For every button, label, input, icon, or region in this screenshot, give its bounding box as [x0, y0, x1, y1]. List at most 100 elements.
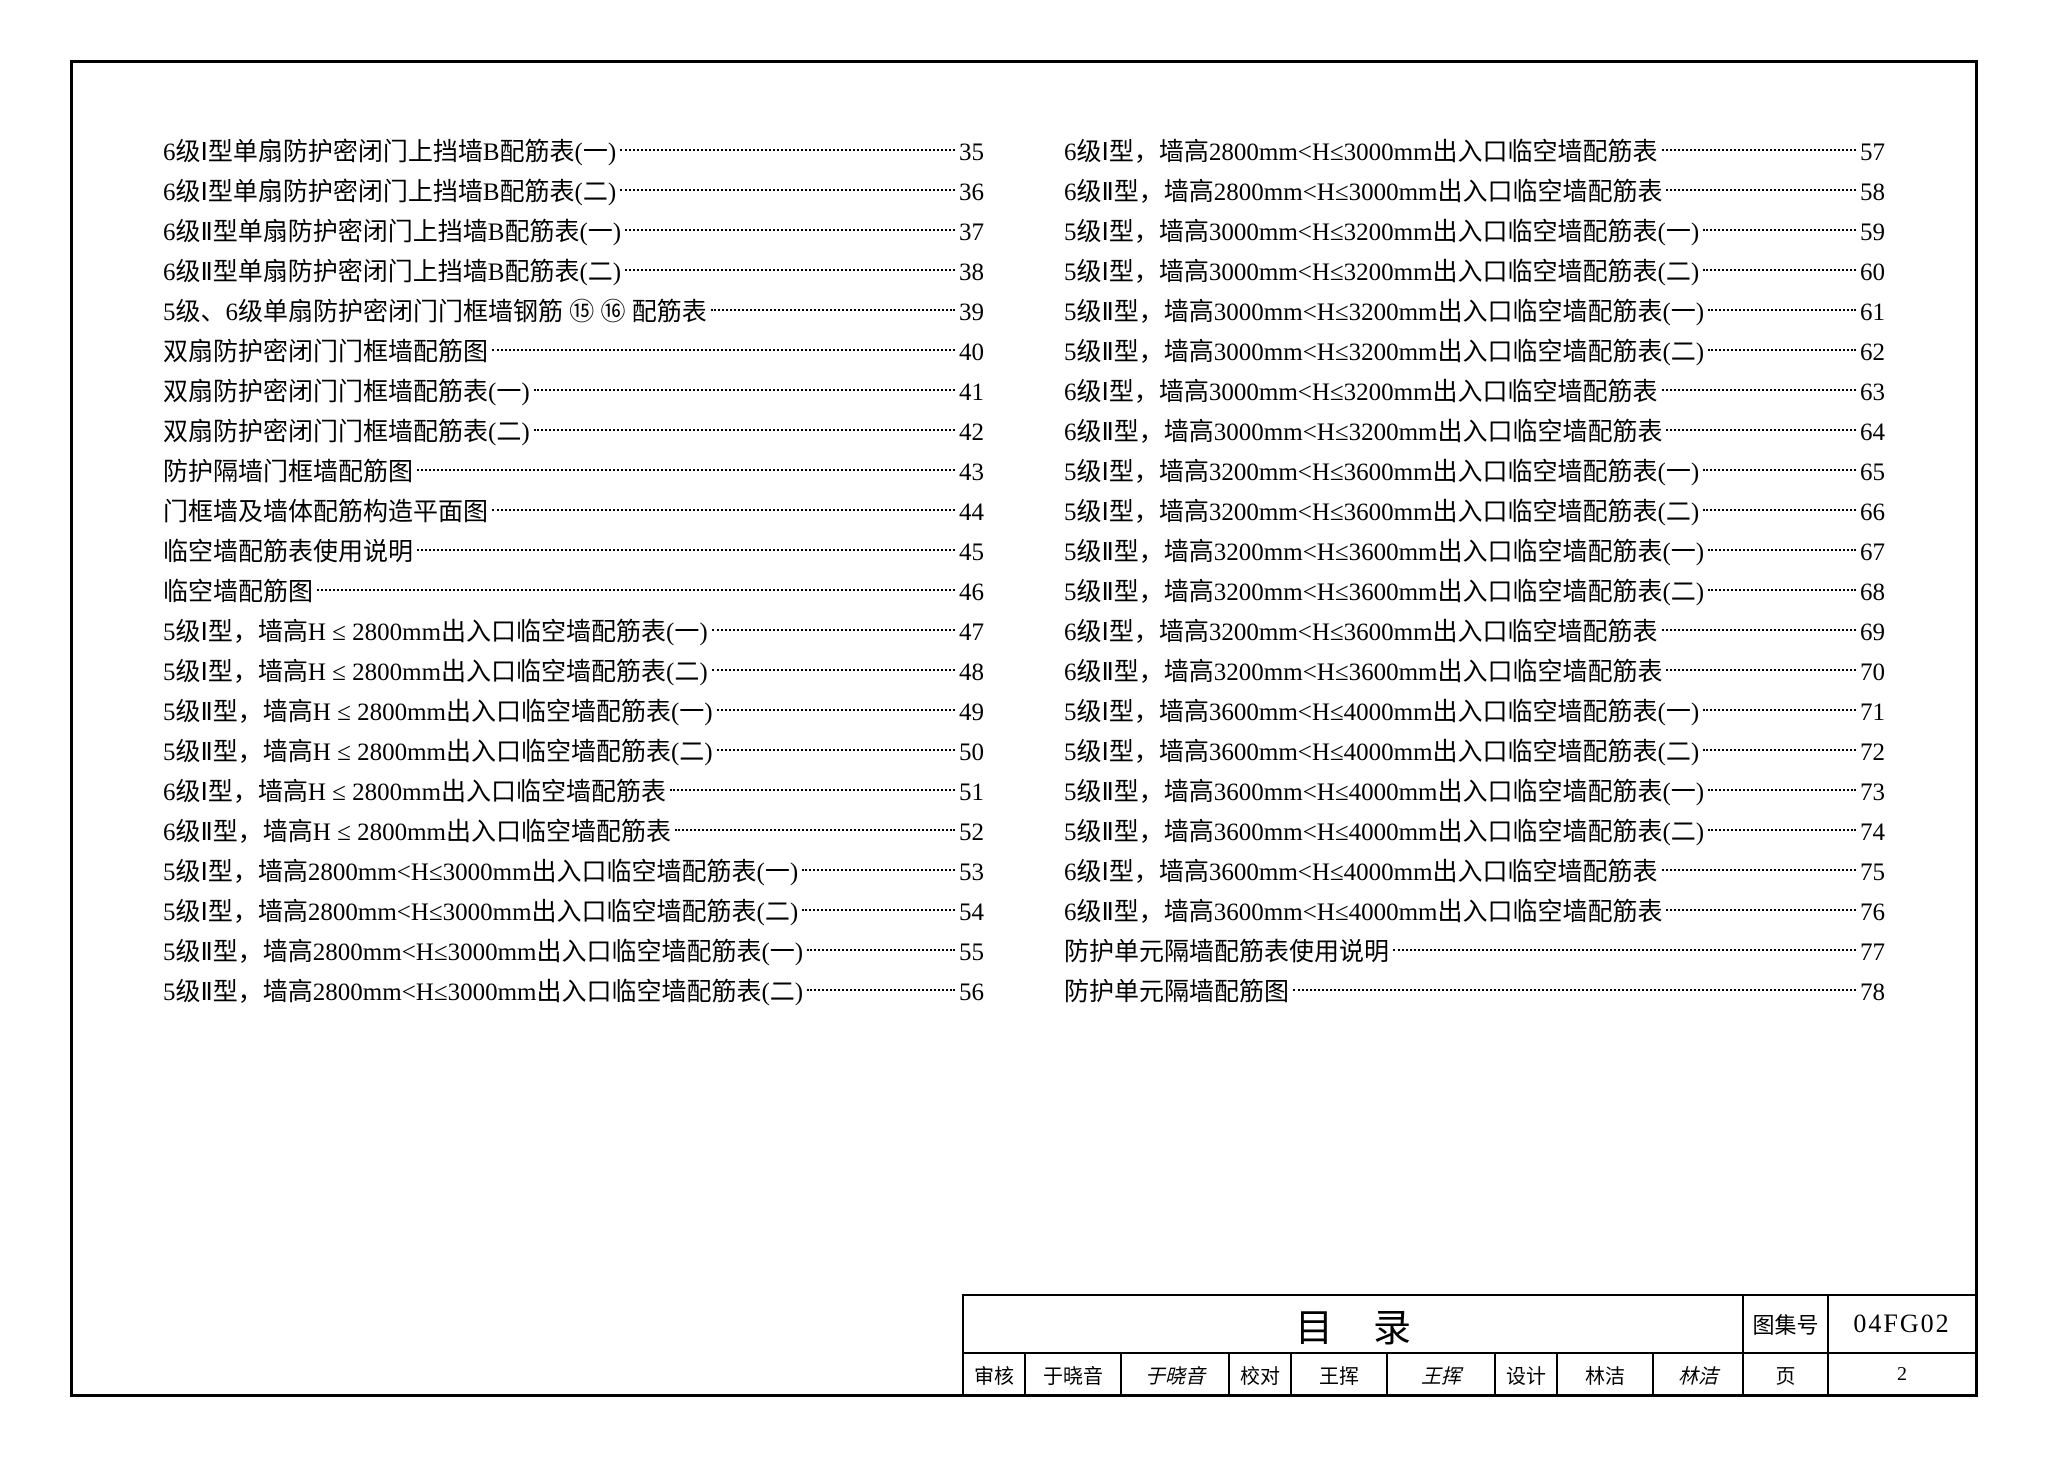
toc-leader-dots [717, 749, 955, 751]
toc-page-number: 58 [1860, 173, 1885, 213]
toc-label: 6级Ⅰ型，墙高3600mm<H≤4000mm出入口临空墙配筋表 [1064, 853, 1658, 893]
toc-label: 5级Ⅰ型，墙高2800mm<H≤3000mm出入口临空墙配筋表(一) [163, 853, 798, 893]
toc-row: 6级Ⅰ型单扇防护密闭门上挡墙B配筋表(二) 36 [163, 173, 984, 213]
toc-label: 6级Ⅰ型单扇防护密闭门上挡墙B配筋表(二) [163, 173, 616, 213]
toc-leader-dots [712, 629, 955, 631]
toc-leader-dots [1703, 749, 1856, 751]
toc-right-column: 6级Ⅰ型，墙高2800mm<H≤3000mm出入口临空墙配筋表576级Ⅱ型，墙高… [1064, 133, 1885, 1013]
toc-page-number: 57 [1860, 133, 1885, 173]
toc-label: 6级Ⅰ型，墙高3000mm<H≤3200mm出入口临空墙配筋表 [1064, 373, 1658, 413]
toc-leader-dots [492, 509, 955, 511]
toc-page-number: 62 [1860, 333, 1885, 373]
toc-label: 临空墙配筋图 [163, 573, 313, 613]
toc-label: 防护单元隔墙配筋表使用说明 [1064, 933, 1389, 973]
toc-row: 5级Ⅰ型，墙高H ≤ 2800mm出入口临空墙配筋表(一) 47 [163, 613, 984, 653]
check-label: 校对 [1230, 1354, 1292, 1394]
toc-row: 双扇防护密闭门门框墙配筋表(一)41 [163, 373, 984, 413]
toc-row: 临空墙配筋表使用说明45 [163, 533, 984, 573]
toc-label: 5级Ⅰ型，墙高3600mm<H≤4000mm出入口临空墙配筋表(一) [1064, 693, 1699, 733]
toc-label: 5级Ⅰ型，墙高3000mm<H≤3200mm出入口临空墙配筋表(二) [1064, 253, 1699, 293]
toc-leader-dots [802, 869, 955, 871]
toc-leader-dots [807, 989, 955, 991]
toc-row: 6级Ⅱ型，墙高3200mm<H≤3600mm出入口临空墙配筋表70 [1064, 653, 1885, 693]
title-block-top-row: 目录 图集号 04FG02 [964, 1296, 1975, 1352]
toc-label: 5级Ⅱ型，墙高H ≤ 2800mm出入口临空墙配筋表(二) [163, 733, 713, 773]
toc-page-number: 39 [959, 293, 984, 333]
toc-label: 5级、6级单扇防护密闭门门框墙钢筋 ⑮ ⑯ 配筋表 [163, 293, 707, 333]
toc-row: 5级、6级单扇防护密闭门门框墙钢筋 ⑮ ⑯ 配筋表 39 [163, 293, 984, 333]
toc-row: 6级Ⅱ型，墙高2800mm<H≤3000mm出入口临空墙配筋表 58 [1064, 173, 1885, 213]
toc-row: 双扇防护密闭门门框墙配筋表(二)42 [163, 413, 984, 453]
code-value: 04FG02 [1829, 1296, 1975, 1352]
toc-page-number: 48 [959, 653, 984, 693]
toc-page-number: 40 [959, 333, 984, 373]
toc-leader-dots [1393, 949, 1856, 951]
toc-leader-dots [802, 909, 955, 911]
toc-leader-dots [1708, 549, 1856, 551]
toc-row: 双扇防护密闭门门框墙配筋图40 [163, 333, 984, 373]
toc-page-number: 64 [1860, 413, 1885, 453]
page-label: 页 [1744, 1354, 1829, 1394]
toc-page-number: 49 [959, 693, 984, 733]
toc-row: 6级Ⅱ型单扇防护密闭门上挡墙B配筋表(二)38 [163, 253, 984, 293]
toc-label: 6级Ⅱ型，墙高3600mm<H≤4000mm出入口临空墙配筋表 [1064, 893, 1662, 933]
toc-leader-dots [717, 709, 955, 711]
toc-page-number: 43 [959, 453, 984, 493]
toc-left-column: 6级Ⅰ型单扇防护密闭门上挡墙B配筋表(一)356级Ⅰ型单扇防护密闭门上挡墙B配筋… [163, 133, 984, 1013]
toc-leader-dots [1703, 509, 1856, 511]
toc-page-number: 70 [1860, 653, 1885, 693]
toc-page-number: 60 [1860, 253, 1885, 293]
toc-leader-dots [675, 829, 955, 831]
toc-row: 5级Ⅱ型，墙高3000mm<H≤3200mm出入口临空墙配筋表(一)61 [1064, 293, 1885, 333]
title-block: 目录 图集号 04FG02 审核 于晓音 于晓音 校对 王挥 王挥 设计 林洁 … [962, 1294, 1975, 1394]
toc-leader-dots [1662, 629, 1856, 631]
toc-label: 防护隔墙门框墙配筋图 [163, 453, 413, 493]
toc-row: 5级Ⅱ型，墙高2800mm<H≤3000mm出入口临空墙配筋表(二)56 [163, 973, 984, 1013]
toc-label: 6级Ⅱ型，墙高H ≤ 2800mm出入口临空墙配筋表 [163, 813, 671, 853]
toc-page-number: 51 [959, 773, 984, 813]
toc-label: 6级Ⅰ型，墙高3200mm<H≤3600mm出入口临空墙配筋表 [1064, 613, 1658, 653]
toc-label: 6级Ⅰ型单扇防护密闭门上挡墙B配筋表(一) [163, 133, 616, 173]
toc-leader-dots [1708, 309, 1856, 311]
toc-label: 6级Ⅱ型，墙高2800mm<H≤3000mm出入口临空墙配筋表 [1064, 173, 1662, 213]
toc-label: 6级Ⅱ型，墙高3000mm<H≤3200mm出入口临空墙配筋表 [1064, 413, 1662, 453]
toc-page-number: 55 [959, 933, 984, 973]
toc-page-number: 71 [1860, 693, 1885, 733]
toc-leader-dots [1666, 669, 1856, 671]
design-signature: 林洁 [1654, 1354, 1744, 1394]
title-main: 目录 [964, 1296, 1744, 1352]
title-block-bottom-row: 审核 于晓音 于晓音 校对 王挥 王挥 设计 林洁 林洁 页 2 [964, 1352, 1975, 1394]
toc-row: 6级Ⅰ型单扇防护密闭门上挡墙B配筋表(一)35 [163, 133, 984, 173]
review-label: 审核 [964, 1354, 1026, 1394]
toc-leader-dots [620, 149, 955, 151]
toc-page-number: 47 [959, 613, 984, 653]
toc-row: 门框墙及墙体配筋构造平面图44 [163, 493, 984, 533]
toc-row: 5级Ⅱ型，墙高H ≤ 2800mm出入口临空墙配筋表(二) 50 [163, 733, 984, 773]
toc-page-number: 37 [959, 213, 984, 253]
toc-leader-dots [1708, 589, 1856, 591]
toc-row: 6级Ⅱ型单扇防护密闭门上挡墙B配筋表(一)37 [163, 213, 984, 253]
toc-page-number: 68 [1860, 573, 1885, 613]
toc-page-number: 67 [1860, 533, 1885, 573]
toc-label: 6级Ⅰ型，墙高H ≤ 2800mm出入口临空墙配筋表 [163, 773, 666, 813]
toc-page-number: 50 [959, 733, 984, 773]
toc-page-number: 61 [1860, 293, 1885, 333]
toc-page-number: 36 [959, 173, 984, 213]
toc-leader-dots [711, 309, 955, 311]
toc-page-number: 77 [1860, 933, 1885, 973]
toc-row: 5级Ⅱ型，墙高3600mm<H≤4000mm出入口临空墙配筋表(一)73 [1064, 773, 1885, 813]
toc-label: 5级Ⅰ型，墙高H ≤ 2800mm出入口临空墙配筋表(一) [163, 613, 708, 653]
toc-leader-dots [1708, 789, 1856, 791]
toc-leader-dots [1293, 989, 1856, 991]
toc-leader-dots [1703, 469, 1856, 471]
toc-label: 双扇防护密闭门门框墙配筋表(一) [163, 373, 530, 413]
toc-page-number: 65 [1860, 453, 1885, 493]
toc-leader-dots [807, 949, 955, 951]
toc-label: 5级Ⅱ型，墙高2800mm<H≤3000mm出入口临空墙配筋表(二) [163, 973, 803, 1013]
toc-leader-dots [492, 349, 955, 351]
toc-label: 5级Ⅱ型，墙高3000mm<H≤3200mm出入口临空墙配筋表(二) [1064, 333, 1704, 373]
toc-row: 5级Ⅱ型，墙高3600mm<H≤4000mm出入口临空墙配筋表(二)74 [1064, 813, 1885, 853]
toc-leader-dots [625, 229, 955, 231]
toc-row: 防护单元隔墙配筋表使用说明 77 [1064, 933, 1885, 973]
toc-page-number: 72 [1860, 733, 1885, 773]
